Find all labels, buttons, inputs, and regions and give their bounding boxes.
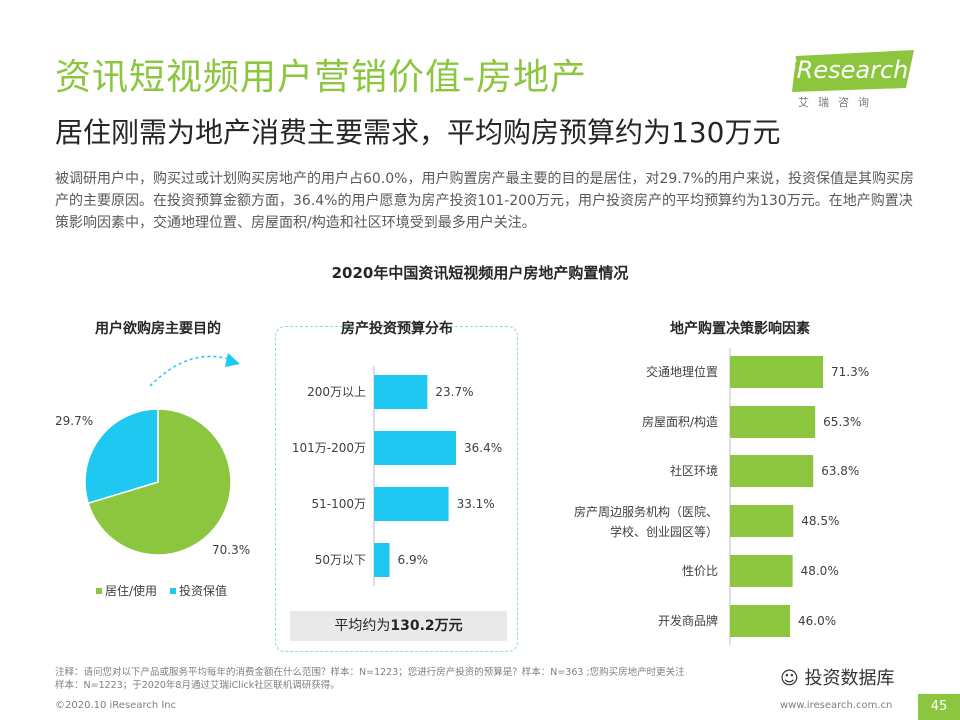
budget-bar-chart: 房产投资预算分布 200万以上 23.7% 101万-200万 36.4% 51-100万…: [292, 320, 502, 586]
wechat-icon: ☺: [780, 668, 799, 689]
page-title: 资讯短视频用户营销价值-房地产: [55, 57, 587, 98]
logo-brand-text: iResearch: [790, 56, 909, 84]
factor-category-label: 房屋面积/构造: [642, 414, 718, 429]
page-subtitle: 居住刚需为地产消费主要需求，平均购房预算约为130万元: [55, 116, 781, 149]
factor-bar: [730, 555, 793, 587]
intro-paragraph: 被调研用户中，购买过或计划购买房地产的用户占60.0%，用户购置房产最主要的目的…: [55, 171, 914, 231]
budget-bar: [374, 375, 428, 409]
avg-budget-value: 130.2万元: [390, 618, 463, 634]
factor-category-label: 交通地理位置: [646, 364, 718, 379]
budget-chart-title: 房产投资预算分布: [341, 320, 453, 337]
footnote: 注释：请问您对以下产品或服务平均每年的消费金额在什么范围？样本：N=1223；您…: [55, 666, 915, 692]
main-chart-title: 2020年中国资讯短视频用户房地产购置情况: [331, 264, 629, 282]
watermark-text: 投资数据库: [804, 668, 895, 689]
footnote-line-2: 样本：N=1223；于2020年8月通过艾瑞iClick社区联机调研获得。: [55, 680, 340, 691]
budget-value-label: 36.4%: [464, 441, 502, 455]
avg-budget-box: 平均约为130.2万元: [290, 611, 507, 641]
factor-value-label: 46.0%: [798, 614, 836, 628]
pie-chart: 用户欲购房主要目的 70.3% 29.7% 居住/使用 投资保值: [55, 320, 250, 598]
factor-category-label: 开发商品牌: [658, 613, 718, 628]
wechat-watermark: ☺ 投资数据库: [780, 664, 895, 690]
pie-slice-residence: [87, 408, 232, 556]
factor-value-label: 65.3%: [823, 415, 861, 429]
budget-category-label: 101万-200万: [292, 441, 366, 455]
factor-category-label: 性价比: [682, 564, 718, 578]
legend-swatch-investment: [170, 588, 176, 594]
factor-value-label: 63.8%: [821, 464, 859, 478]
factor-bar: [730, 356, 823, 388]
page-number: 45: [918, 694, 960, 720]
factor-bar: [730, 455, 814, 487]
factor-chart-title: 地产购置决策影响因素: [670, 320, 810, 337]
factor-value-label: 71.3%: [831, 365, 869, 379]
pie-label-investment: 29.7%: [55, 414, 93, 428]
factor-bar: [730, 505, 794, 537]
factor-bar: [730, 605, 790, 637]
logo-cn-text: 艾瑞咨询: [798, 96, 878, 109]
legend-swatch-residence: [96, 588, 102, 594]
budget-bar: [374, 543, 390, 577]
iresearch-logo: [792, 50, 914, 92]
factor-value-label: 48.0%: [801, 564, 839, 578]
budget-category-label: 200万以上: [307, 385, 366, 399]
budget-value-label: 6.9%: [398, 553, 429, 567]
avg-budget-prefix: 平均约为: [334, 618, 391, 634]
pie-title: 用户欲购房主要目的: [95, 320, 221, 337]
budget-bar: [374, 431, 456, 465]
factor-category-label: 房产周边服务机构（医院、: [574, 504, 718, 519]
curved-arrow-icon: [149, 355, 233, 387]
budget-bar: [374, 487, 449, 521]
pie-slice-investment: [84, 408, 159, 505]
legend-label-investment: 投资保值: [179, 583, 227, 598]
website-url: www.iresearch.com.cn: [780, 700, 893, 711]
factor-bar: [730, 406, 816, 438]
copyright: ©2020.10 iResearch Inc: [55, 700, 177, 711]
factor-category-label: 学校、创业园区等）: [610, 524, 718, 539]
logo-background-shape: [792, 50, 914, 92]
budget-panel-frame: [275, 326, 518, 652]
budget-value-label: 23.7%: [435, 385, 473, 399]
legend-label-residence: 居住/使用: [105, 583, 157, 598]
arrow-head-icon: [225, 353, 240, 367]
pie-label-residence: 70.3%: [212, 543, 250, 557]
footnote-line-1: 注释：请问您对以下产品或服务平均每年的消费金额在什么范围？样本：N=1223；您…: [55, 667, 685, 678]
budget-category-label: 51-100万: [311, 497, 366, 511]
budget-category-label: 50万以下: [315, 553, 366, 567]
factor-category-label: 社区环境: [670, 463, 718, 478]
factor-value-label: 48.5%: [801, 514, 839, 528]
budget-value-label: 33.1%: [457, 497, 495, 511]
